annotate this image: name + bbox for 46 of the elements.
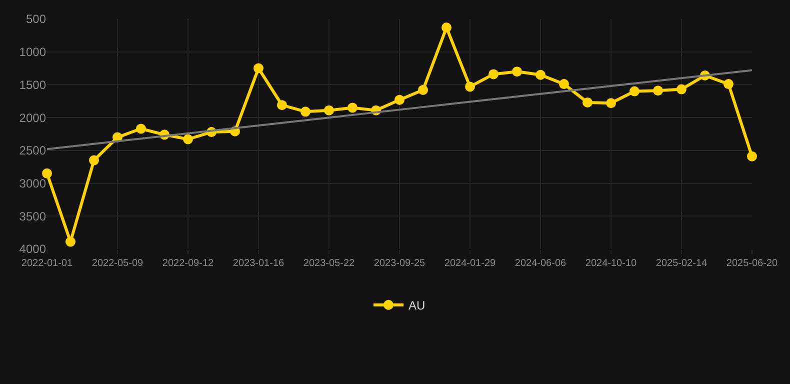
y-tick-label: 1500 — [19, 78, 46, 92]
point — [724, 79, 734, 90]
point — [747, 151, 757, 162]
y-tick-label: 2000 — [19, 110, 46, 125]
y-tick-label: 500 — [26, 12, 46, 26]
point — [465, 82, 475, 92]
x-tick-label: 2025-06-20 — [726, 258, 778, 269]
point — [277, 100, 287, 110]
point — [348, 102, 358, 113]
point — [394, 94, 404, 105]
x-tick-label: 2023-09-25 — [374, 258, 426, 269]
point — [418, 84, 428, 95]
line-series — [47, 69, 752, 150]
x-tick-label: 2022-05-09 — [92, 258, 144, 269]
point — [582, 97, 592, 108]
x-tick-label: 2024-06-06 — [514, 258, 567, 269]
point — [89, 155, 99, 166]
y-tick-label: 4000 — [19, 242, 46, 256]
point — [442, 22, 452, 33]
point — [66, 236, 76, 247]
x-tick-label: 2024-01-29 — [444, 258, 496, 269]
y-tick-label: 2500 — [19, 144, 46, 158]
legend-label: AU — [408, 298, 426, 313]
y-tick-label: 3000 — [19, 176, 46, 190]
x-tick-label: 2022-01-01 — [21, 258, 74, 269]
point — [676, 84, 686, 94]
point — [559, 79, 569, 90]
x-tick-label: 2023-05-22 — [303, 258, 356, 269]
point — [183, 134, 193, 144]
x-tick-label: 2025-02-14 — [656, 258, 708, 269]
point — [254, 63, 264, 74]
x-tick-label: 2023-01-16 — [232, 258, 285, 269]
point — [606, 98, 616, 108]
point — [324, 105, 334, 116]
point — [136, 124, 146, 134]
x-tick-label: 2022-09-12 — [162, 258, 214, 269]
point — [488, 69, 498, 80]
y-tick-label: 3500 — [19, 209, 46, 224]
point — [42, 168, 52, 178]
x-tick-label: 2024-10-10 — [585, 258, 638, 269]
point — [630, 86, 640, 96]
point — [300, 106, 310, 117]
point — [512, 66, 522, 77]
point — [653, 86, 663, 96]
y-tick-label: 1000 — [19, 45, 46, 60]
point — [536, 70, 546, 80]
